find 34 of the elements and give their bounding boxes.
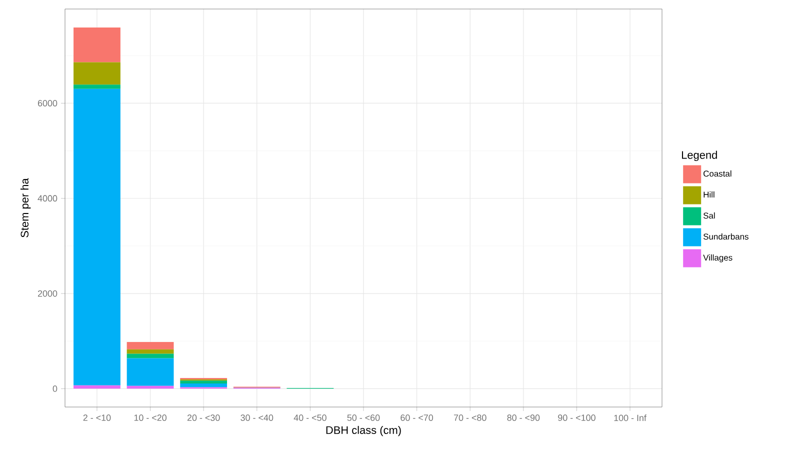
y-tick-label: 0 <box>52 386 58 392</box>
legend-label: Hill <box>704 191 714 198</box>
x-tick-label: 70 - <80 <box>454 414 486 421</box>
bar <box>180 380 228 384</box>
bar <box>180 383 228 388</box>
x-tick-label: 30 - <40 <box>240 414 274 421</box>
x-tick-label: 100 - Inf <box>614 414 646 422</box>
bar <box>74 62 120 85</box>
bar <box>126 342 174 350</box>
legend-label: Villages <box>703 254 732 262</box>
bar <box>74 385 120 389</box>
x-tick-label: 90 - <100 <box>558 414 596 421</box>
bar <box>126 354 174 358</box>
y-tick-label: 2000 <box>38 290 58 297</box>
y-tick-label: 4000 <box>38 195 58 202</box>
legend-label: Sundarbans <box>703 233 748 240</box>
bar <box>74 88 120 386</box>
x-tick-label: 20 - <30 <box>187 414 220 421</box>
x-tick-label: 2 - <10 <box>83 414 111 421</box>
x-tick-label: 10 - <20 <box>134 414 167 421</box>
y-axis-title: Stem per ha <box>20 178 31 238</box>
bar <box>126 349 174 354</box>
bar <box>126 358 174 386</box>
legend-label: Coastal <box>704 170 732 177</box>
x-tick-label: 50 - <60 <box>347 414 380 421</box>
x-tick-label: 80 - <90 <box>507 414 540 421</box>
x-axis-title: DBH class (cm) <box>326 426 401 436</box>
bar <box>74 28 120 62</box>
legend-label: Sal <box>703 212 715 219</box>
x-tick-label: 40 - <50 <box>294 414 326 421</box>
x-tick-label: 60 - <70 <box>400 414 434 421</box>
bar <box>74 84 120 89</box>
legend-title: Legend <box>682 150 717 161</box>
y-tick-label: 6000 <box>38 100 58 106</box>
